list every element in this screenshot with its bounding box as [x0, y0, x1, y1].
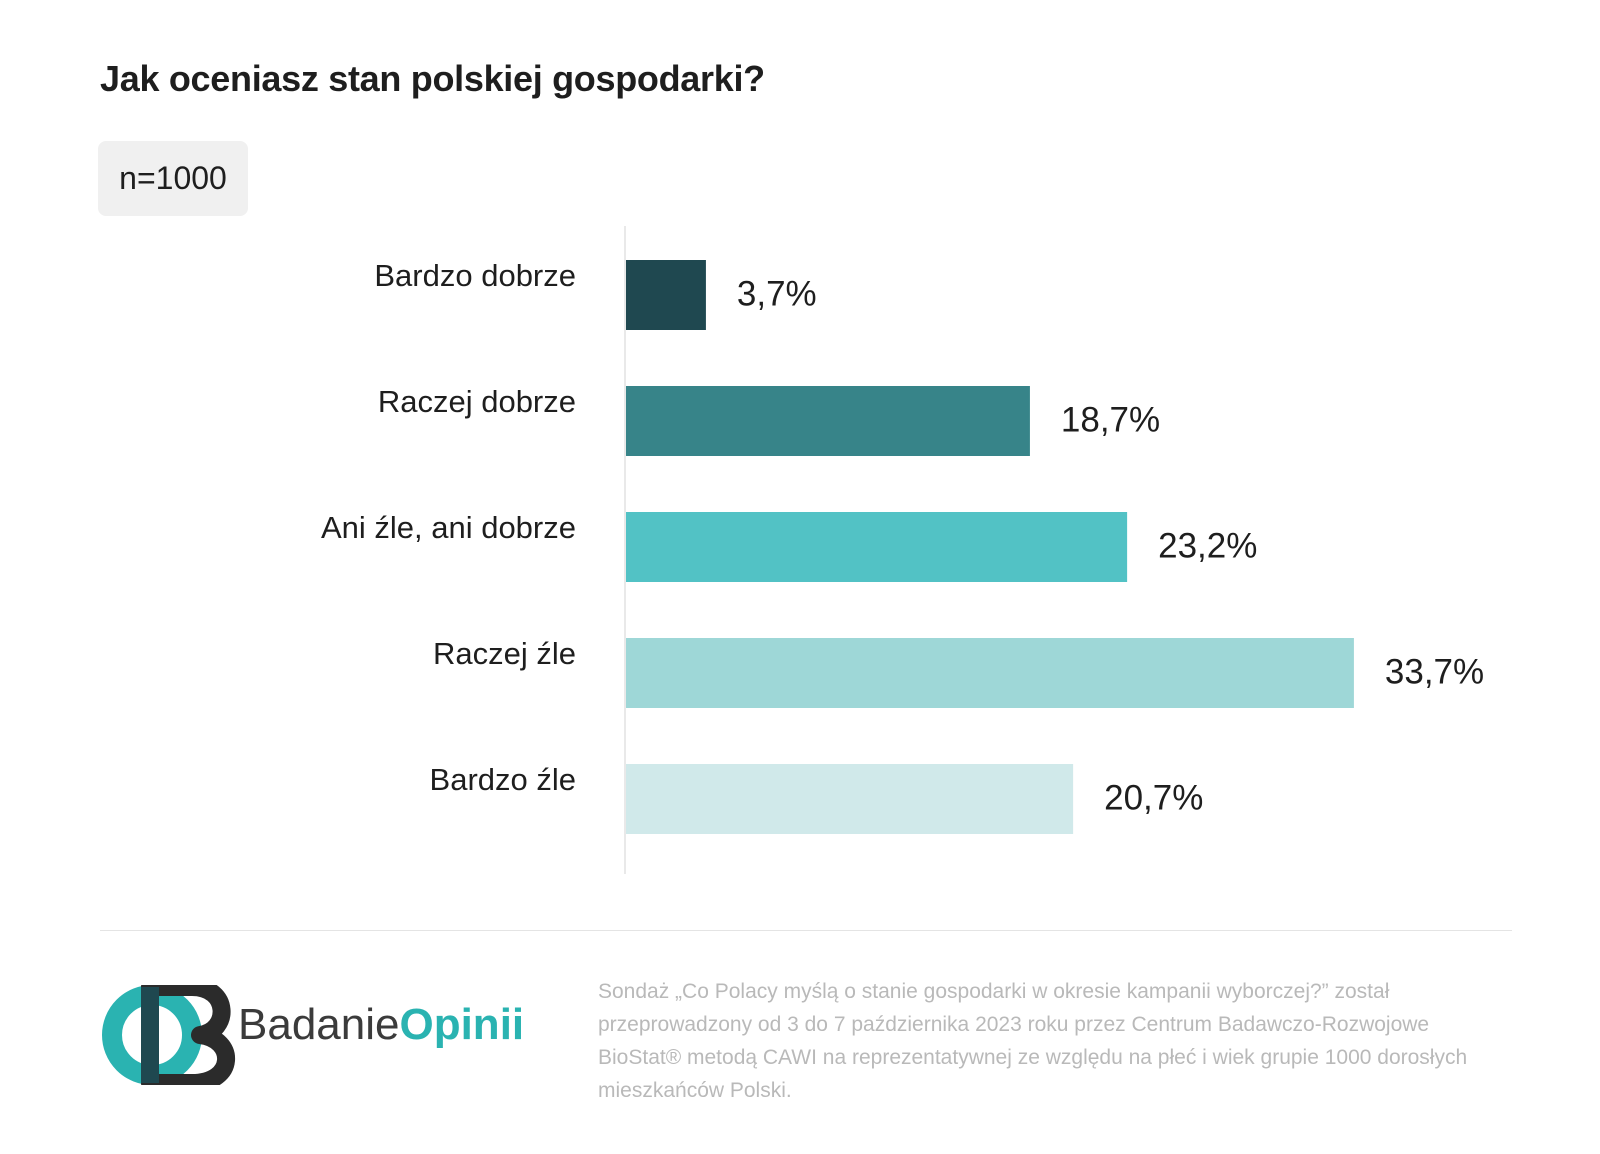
bar: [626, 260, 706, 330]
sample-size-badge: n=1000: [98, 141, 248, 216]
bar: [626, 512, 1128, 582]
bar: [626, 764, 1074, 834]
survey-methodology-note: Sondaż „Co Polacy myślą o stanie gospoda…: [598, 980, 1468, 1102]
badanie-opinii-logo: [102, 985, 235, 1085]
logo-mark-icon: [102, 985, 235, 1085]
logo-wordmark: BadanieOpinii: [238, 1000, 524, 1050]
bar-value-label: 3,7%: [737, 274, 817, 313]
category-label: Raczej źle: [433, 636, 576, 671]
bar: [626, 386, 1030, 456]
bar-value-label: 23,2%: [1158, 526, 1257, 565]
footer-divider: [100, 930, 1512, 931]
bar-value-label: 33,7%: [1385, 652, 1484, 691]
bar-value-label: 18,7%: [1061, 400, 1160, 439]
bar-chart: Bardzo dobrze 3,7% Raczej dobrze 18,7% Ani ź…: [321, 226, 1484, 874]
category-label: Bardzo dobrze: [374, 258, 576, 293]
logo-word-opinii: Opinii: [399, 1000, 525, 1049]
category-label: Bardzo źle: [430, 762, 576, 797]
category-label: Raczej dobrze: [378, 384, 576, 419]
chart-title: Jak oceniasz stan polskiej gospodarki?: [100, 58, 765, 99]
bar-value-label: 20,7%: [1104, 778, 1203, 817]
category-label: Ani źle, ani dobrze: [321, 510, 576, 545]
sample-size-label: n=1000: [119, 160, 227, 196]
logo-word-badanie: Badanie: [238, 1000, 400, 1049]
bar: [626, 638, 1354, 708]
